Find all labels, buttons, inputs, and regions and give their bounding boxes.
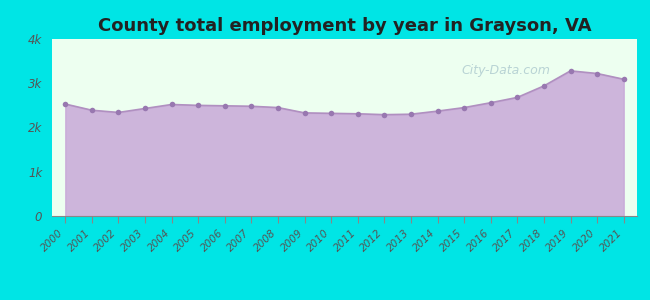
Point bbox=[193, 103, 203, 108]
Point bbox=[512, 95, 523, 100]
Point bbox=[273, 105, 283, 110]
Point bbox=[352, 111, 363, 116]
Point bbox=[140, 106, 150, 111]
Point bbox=[379, 112, 389, 117]
Title: County total employment by year in Grayson, VA: County total employment by year in Grays… bbox=[98, 17, 592, 35]
Point bbox=[220, 103, 230, 108]
Point bbox=[246, 104, 257, 109]
Text: City-Data.com: City-Data.com bbox=[462, 64, 551, 77]
Point bbox=[486, 100, 496, 105]
Point bbox=[60, 102, 70, 106]
Point bbox=[300, 110, 310, 115]
Point bbox=[566, 68, 576, 73]
Point bbox=[166, 102, 177, 107]
Point bbox=[432, 109, 443, 113]
Point bbox=[406, 112, 416, 117]
Point bbox=[539, 83, 549, 88]
Point bbox=[619, 77, 629, 82]
Point bbox=[86, 108, 97, 112]
Point bbox=[592, 71, 603, 76]
Point bbox=[113, 110, 124, 115]
Point bbox=[459, 105, 469, 110]
Point bbox=[326, 111, 337, 116]
